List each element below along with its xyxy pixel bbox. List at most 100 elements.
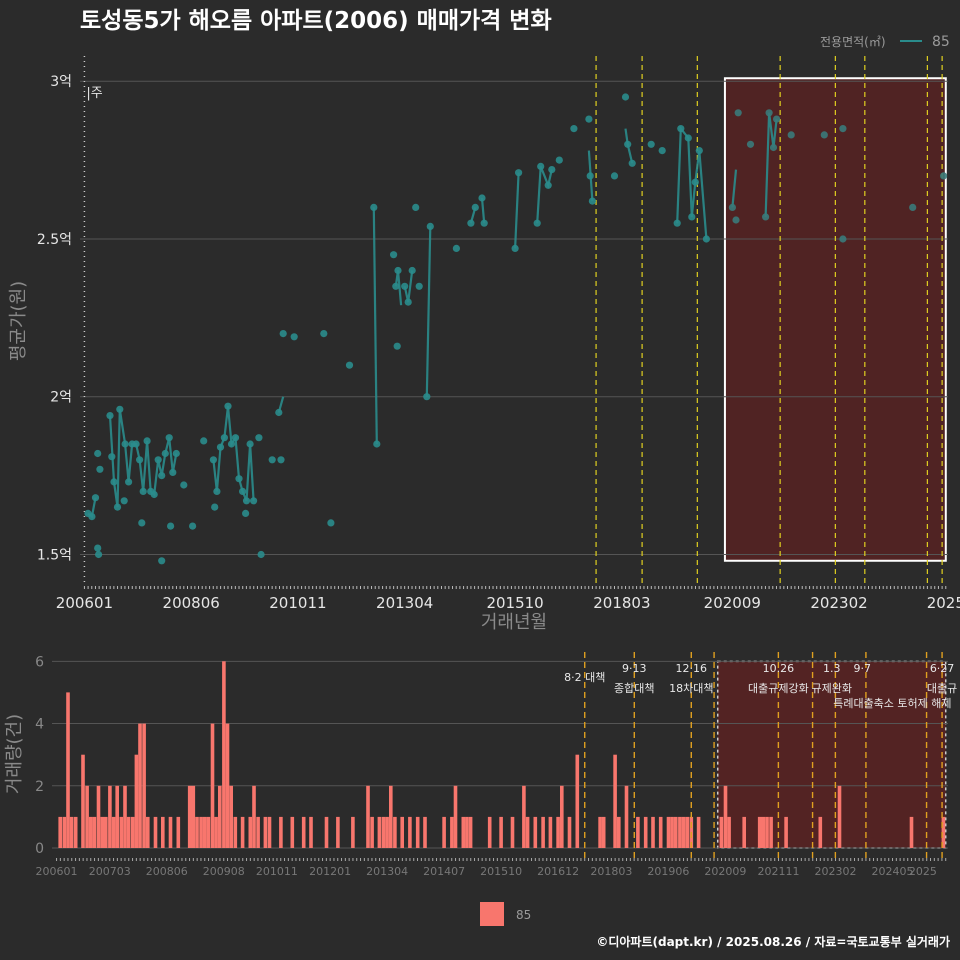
price-panel: 1.5억 2억 2.5억 3억 |주 200601 200806 201011 201304 20… xyxy=(8,56,960,633)
price-point xyxy=(290,333,298,341)
price-point xyxy=(94,544,102,552)
volume-bar xyxy=(465,816,469,848)
volume-bar xyxy=(115,785,119,848)
price-line-segment xyxy=(536,165,553,224)
price-point xyxy=(765,109,773,117)
volume-bar xyxy=(168,816,173,848)
volume-bar xyxy=(336,816,340,848)
policy-name-label: 8·2 대책 xyxy=(564,671,605,684)
volume-bar xyxy=(393,816,397,848)
volume-bar xyxy=(366,785,370,848)
bottom-legend-label: 85 xyxy=(516,908,531,922)
volume-bar xyxy=(324,816,329,848)
price-point xyxy=(154,456,162,464)
volume-bar xyxy=(909,816,914,848)
price-xtick-label: 201011 xyxy=(269,594,326,612)
price-line-segment xyxy=(514,172,520,249)
price-point xyxy=(121,440,129,448)
volume-bar xyxy=(248,816,253,848)
volume-bar xyxy=(522,785,526,848)
volume-bar xyxy=(81,754,85,848)
volume-bar xyxy=(104,816,108,848)
volume-bar xyxy=(146,816,150,848)
volume-bar xyxy=(290,816,295,848)
volume-xtick-label: 201803 xyxy=(590,865,632,878)
volume-bar xyxy=(85,785,89,848)
price-point xyxy=(401,282,409,290)
price-point xyxy=(415,282,423,290)
price-xtick-label: 201304 xyxy=(376,594,433,612)
volume-bar xyxy=(525,816,530,848)
volume-bar xyxy=(161,816,165,848)
price-point xyxy=(555,156,563,164)
volume-xtick-label: 200908 xyxy=(203,865,245,878)
volume-bar xyxy=(301,816,306,848)
price-point xyxy=(94,449,102,458)
price-point xyxy=(116,405,124,413)
volume-bar xyxy=(818,816,823,848)
price-yaxis-title: 평균가(원) xyxy=(8,281,29,361)
price-point xyxy=(106,412,114,420)
price-xtick-label: 202302 xyxy=(810,594,867,612)
price-point xyxy=(762,213,770,221)
volume-bar xyxy=(784,816,788,848)
price-point xyxy=(511,244,519,252)
volume-bar xyxy=(636,816,640,848)
price-point xyxy=(412,203,420,211)
price-point xyxy=(480,219,488,227)
volume-bar xyxy=(134,754,139,848)
policy-name-label: 대출규 xyxy=(927,682,957,695)
price-xtick-label: 201510 xyxy=(486,594,543,612)
volume-bar xyxy=(723,785,728,848)
volume-xtick-label: 202111 xyxy=(758,865,800,878)
price-xaxis-title: 거래년월 xyxy=(481,612,547,633)
price-point xyxy=(570,125,578,133)
volume-bar xyxy=(548,816,553,848)
volume-bar xyxy=(400,816,404,848)
volume-bar xyxy=(96,785,101,848)
price-point xyxy=(96,465,104,473)
volume-bar xyxy=(218,785,222,848)
price-point xyxy=(158,472,166,480)
volume-bar xyxy=(66,692,70,848)
volume-bar xyxy=(111,816,116,848)
volume-bar xyxy=(123,785,127,848)
price-point xyxy=(169,468,177,476)
price-ytick-label: 1.5억 xyxy=(37,547,72,563)
price-point xyxy=(257,550,265,559)
price-point xyxy=(533,219,541,227)
price-point xyxy=(132,440,140,448)
volume-bar xyxy=(487,816,492,848)
price-point xyxy=(734,109,742,117)
price-point xyxy=(158,557,166,565)
price-point xyxy=(426,222,434,230)
price-point xyxy=(909,203,917,211)
price-point xyxy=(200,437,208,445)
price-point xyxy=(139,487,147,495)
policy-date-label: 12·16 xyxy=(676,662,708,675)
volume-bar xyxy=(267,816,272,848)
volume-bar xyxy=(685,816,689,848)
volume-bar xyxy=(309,816,313,848)
price-point xyxy=(373,440,381,448)
price-point xyxy=(423,393,431,401)
price-point xyxy=(390,251,398,259)
volume-bar xyxy=(381,816,386,848)
price-point xyxy=(732,216,740,224)
volume-panel: 0 2 4 6 8·2 대책 9·13 종합대책 12·16 18차대책 10.26 대출규제강화 1… xyxy=(4,652,957,878)
volume-bar xyxy=(533,816,538,848)
volume-xtick-label: 200806 xyxy=(146,865,188,878)
price-point xyxy=(120,497,128,505)
price-point xyxy=(268,456,276,464)
policy-name-label: 규제완화 xyxy=(811,682,851,695)
policy-date-label: 1.3 xyxy=(823,662,841,675)
price-point xyxy=(161,449,169,458)
volume-bar xyxy=(541,816,545,848)
price-point xyxy=(150,490,158,499)
volume-bar xyxy=(176,816,181,848)
volume-bar xyxy=(210,723,215,848)
volume-bar xyxy=(651,816,655,848)
volume-bar xyxy=(624,785,629,848)
volume-bar xyxy=(222,661,226,848)
